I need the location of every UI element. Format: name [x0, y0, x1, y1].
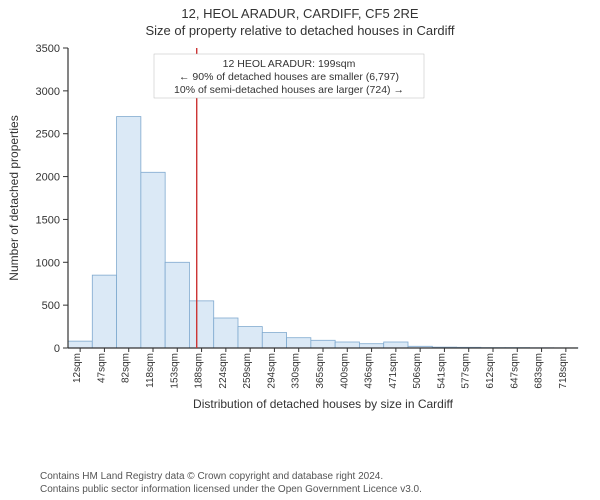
svg-text:1500: 1500 — [36, 214, 60, 226]
histogram-bar — [189, 301, 213, 348]
footer-attribution: Contains HM Land Registry data © Crown c… — [40, 471, 422, 496]
x-tick-label: 577sqm — [461, 353, 472, 389]
x-tick-label: 541sqm — [436, 353, 447, 389]
svg-text:500: 500 — [42, 300, 60, 312]
x-tick-label: 506sqm — [412, 353, 423, 389]
x-tick-label: 12sqm — [72, 353, 83, 383]
legend-line: ← 90% of detached houses are smaller (6,… — [179, 71, 399, 83]
svg-text:0: 0 — [54, 343, 60, 355]
x-tick-label: 683sqm — [534, 353, 545, 389]
histogram-bar — [68, 341, 92, 348]
x-tick-label: 47sqm — [96, 353, 107, 383]
x-tick-label: 82sqm — [121, 353, 132, 383]
x-tick-label: 224sqm — [218, 353, 229, 389]
histogram-chart: 0 500 1000 1500 2000 2500 3000 3500 12sqm 47sqm 82… — [0, 44, 600, 424]
histogram-bar — [359, 344, 383, 348]
svg-text:2500: 2500 — [36, 129, 60, 141]
histogram-bar — [165, 262, 189, 348]
svg-text:3000: 3000 — [36, 86, 60, 98]
x-tick-label: 612sqm — [485, 353, 496, 389]
x-tick-label: 718sqm — [558, 353, 569, 389]
x-tick-label: 330sqm — [291, 353, 302, 389]
legend-line: 12 HEOL ARADUR: 199sqm — [223, 58, 356, 70]
footer-line2: Contains public sector information licen… — [40, 484, 422, 497]
histogram-bar — [335, 342, 359, 348]
page: 12, HEOL ARADUR, CARDIFF, CF5 2RE Size o… — [0, 0, 600, 500]
svg-text:1000: 1000 — [36, 257, 60, 269]
x-tick-label: 400sqm — [339, 353, 350, 389]
svg-text:3500: 3500 — [36, 44, 60, 55]
histogram-bar — [214, 318, 238, 348]
histogram-bar — [141, 172, 165, 348]
histogram-bar — [311, 340, 335, 348]
x-tick-label: 436sqm — [364, 353, 375, 389]
histogram-bar — [287, 338, 311, 348]
histogram-bar — [262, 333, 286, 348]
x-tick-label: 153sqm — [169, 353, 180, 389]
x-tick-label: 365sqm — [315, 353, 326, 389]
x-tick-label: 294sqm — [266, 353, 277, 389]
x-tick-label: 471sqm — [388, 353, 399, 389]
histogram-bar — [238, 327, 262, 348]
title-subtitle: Size of property relative to detached ho… — [0, 23, 600, 38]
histogram-bar — [117, 117, 141, 348]
histogram-bar — [384, 342, 408, 348]
x-axis-label: Distribution of detached houses by size … — [193, 397, 454, 411]
x-tick-label: 118sqm — [145, 353, 156, 388]
footer-line1: Contains HM Land Registry data © Crown c… — [40, 471, 422, 484]
x-tick-label: 647sqm — [509, 353, 520, 389]
x-tick-label: 188sqm — [194, 353, 205, 389]
chart-svg: 0 500 1000 1500 2000 2500 3000 3500 12sqm 47sqm 82… — [0, 44, 600, 424]
histogram-bar — [92, 275, 116, 348]
y-axis-label: Number of detached properties — [7, 115, 21, 280]
svg-text:2000: 2000 — [36, 172, 60, 184]
x-tick-label: 259sqm — [242, 353, 253, 389]
chart-titles: 12, HEOL ARADUR, CARDIFF, CF5 2RE Size o… — [0, 0, 600, 38]
legend-line: 10% of semi-detached houses are larger (… — [174, 84, 404, 96]
title-address: 12, HEOL ARADUR, CARDIFF, CF5 2RE — [0, 6, 600, 21]
